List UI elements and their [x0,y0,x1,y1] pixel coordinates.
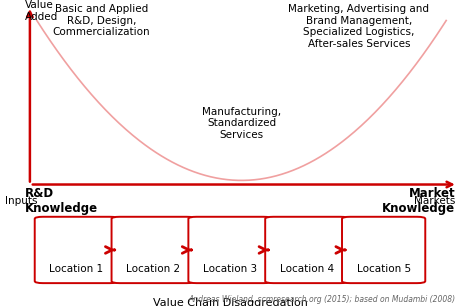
FancyBboxPatch shape [35,217,118,283]
Text: Location 5: Location 5 [356,264,410,274]
Text: Value
Added: Value Added [25,0,58,22]
Text: Andreas Wieland, scmresearch.org (2015); based on Mudambi (2008): Andreas Wieland, scmresearch.org (2015);… [188,296,454,304]
Text: Location 3: Location 3 [202,264,257,274]
Text: Markets: Markets [413,196,454,206]
Text: Inputs: Inputs [5,196,37,206]
Text: Manufacturing,
Standardized
Services: Manufacturing, Standardized Services [202,106,280,140]
FancyBboxPatch shape [112,217,195,283]
Text: Market
Knowledge: Market Knowledge [381,187,454,215]
FancyBboxPatch shape [188,217,271,283]
Text: Location 1: Location 1 [49,264,103,274]
Text: Value Chain Disaggregation: Value Chain Disaggregation [152,298,307,306]
Text: R&D
Knowledge: R&D Knowledge [25,187,98,215]
Text: Location 4: Location 4 [279,264,333,274]
FancyBboxPatch shape [341,217,424,283]
Text: Basic and Applied
R&D, Design,
Commercialization: Basic and Applied R&D, Design, Commercia… [52,4,150,37]
FancyBboxPatch shape [264,217,347,283]
Text: Location 2: Location 2 [126,264,180,274]
Text: Marketing, Advertising and
Brand Management,
Specialized Logistics,
After-sales : Marketing, Advertising and Brand Managem… [288,4,428,49]
